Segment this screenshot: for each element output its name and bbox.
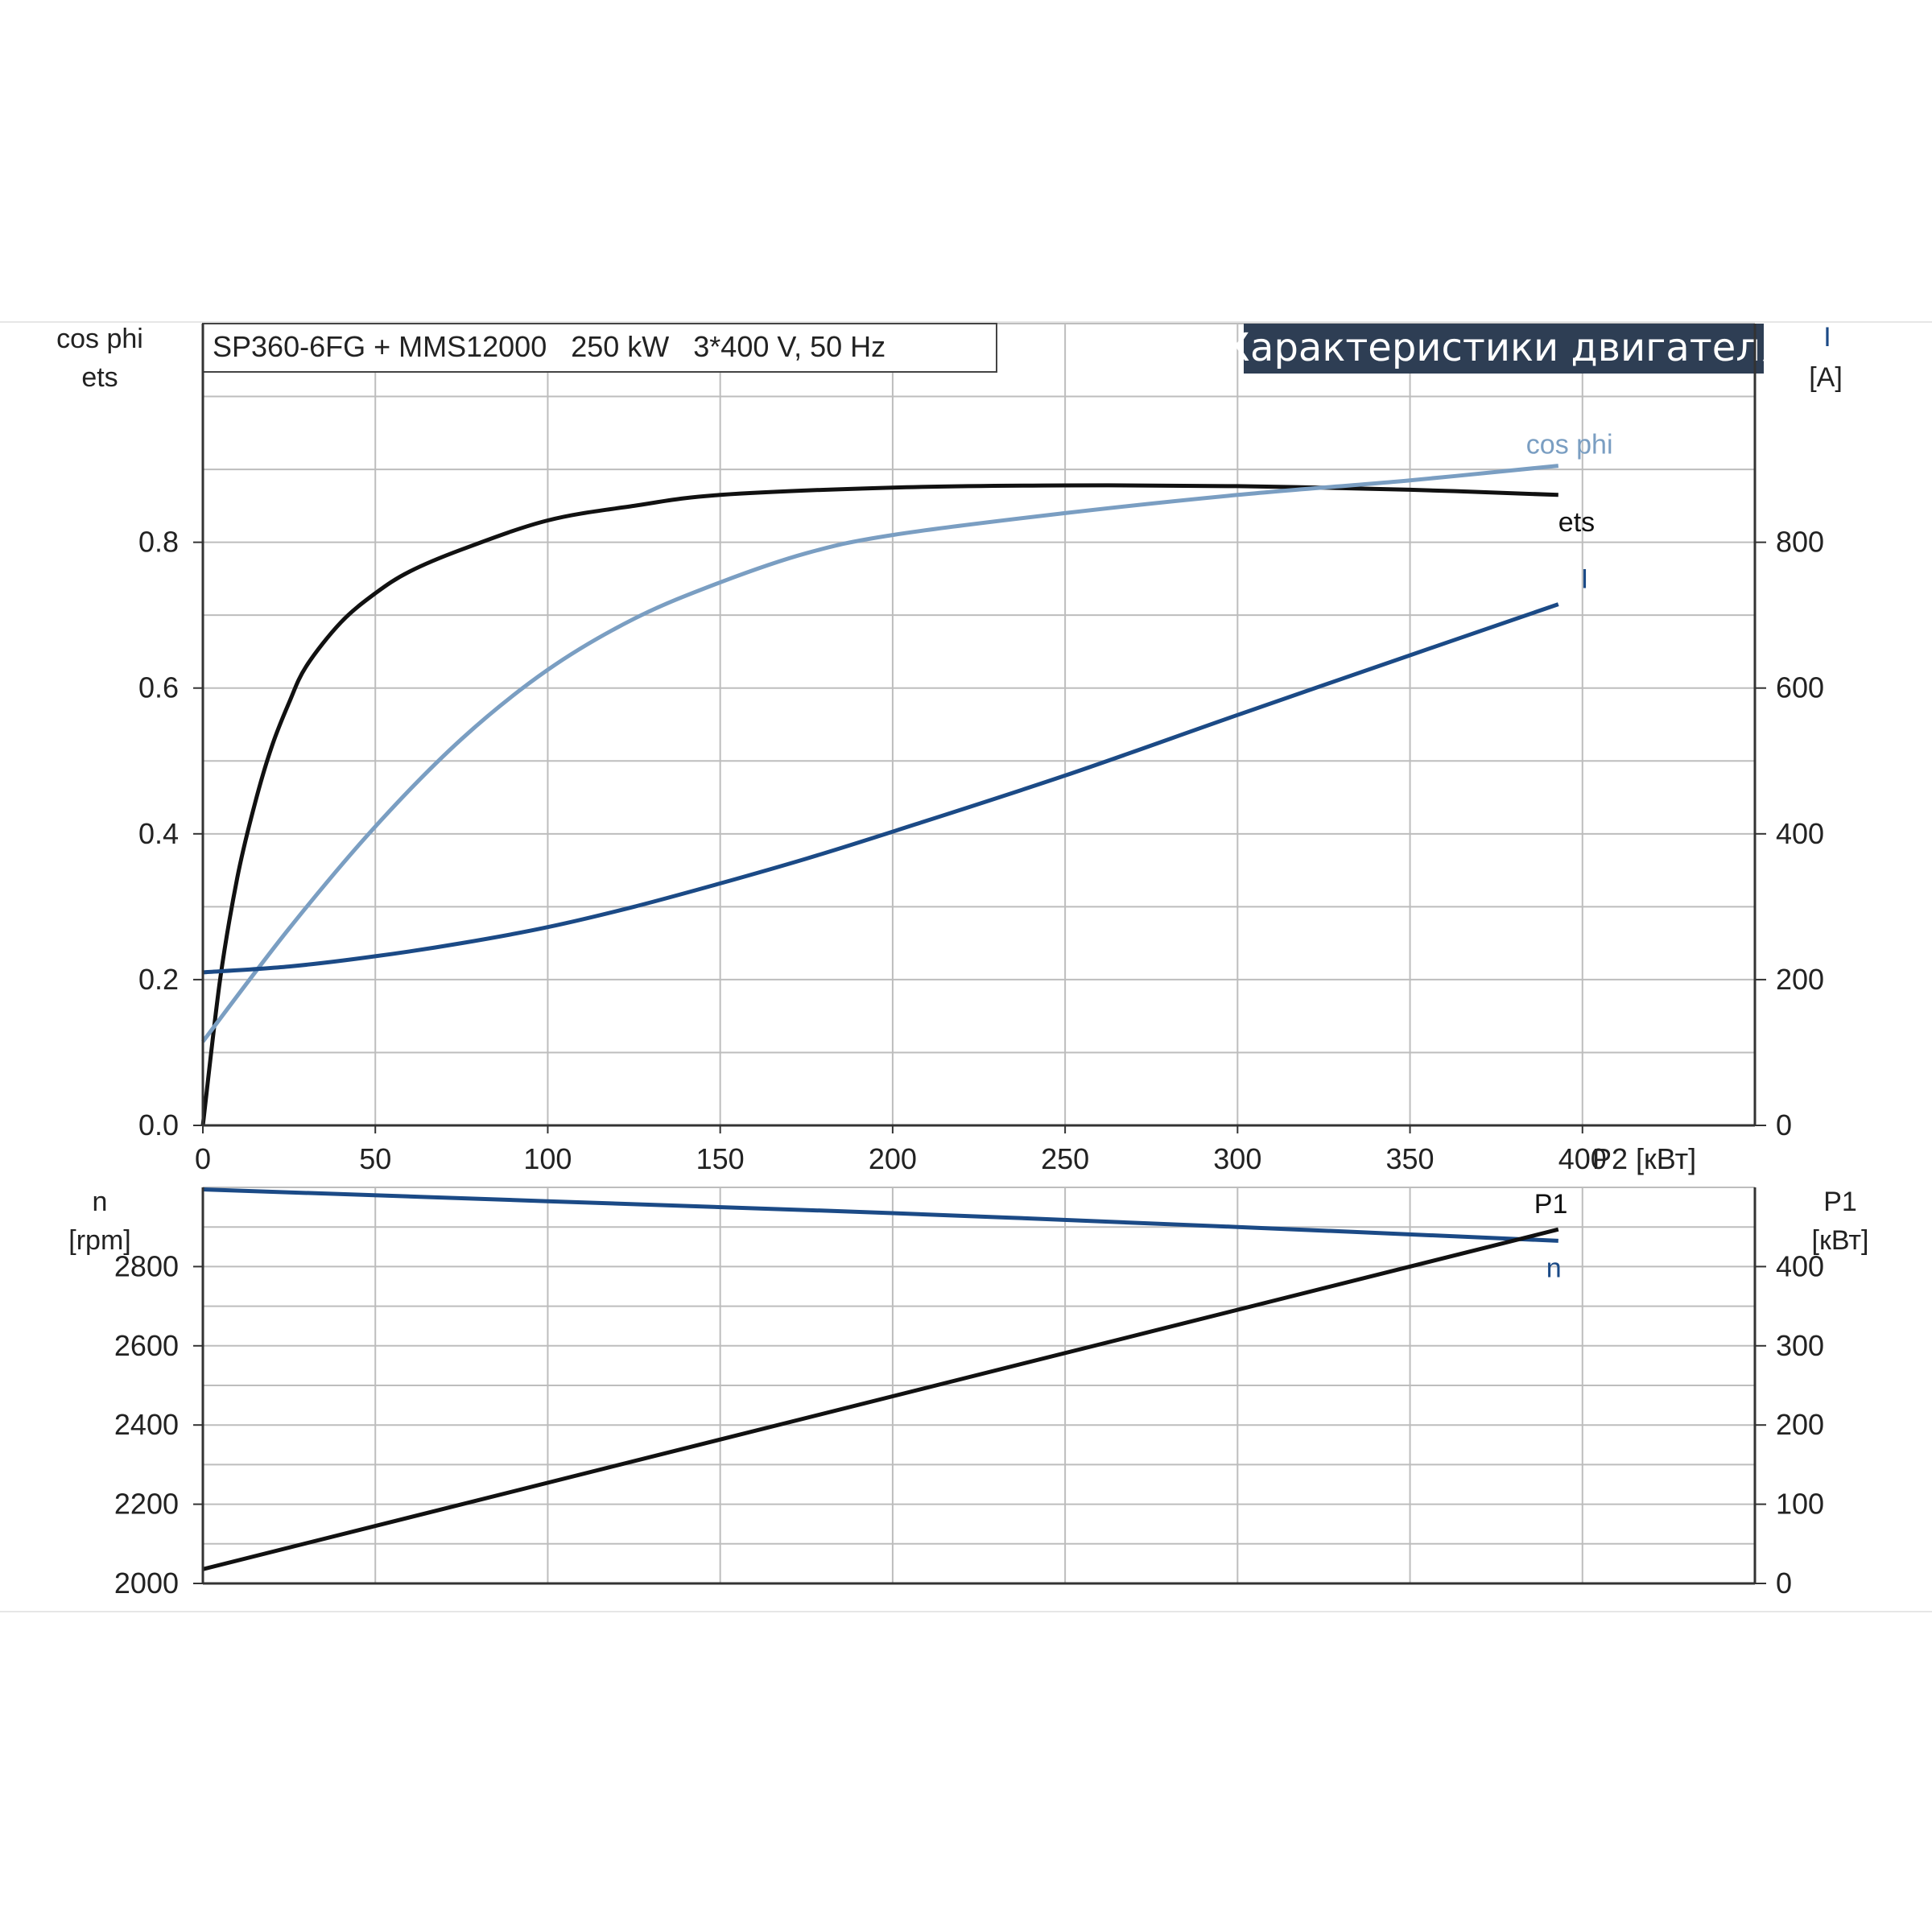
lower-right-tick-label: 400 — [1776, 1249, 1824, 1282]
axes — [193, 324, 1766, 1585]
upper-grid — [202, 323, 1756, 1126]
series-label-cos-phi: cos phi — [1526, 430, 1613, 460]
upper-left-axis-title-2: ets — [81, 362, 118, 393]
series-line-n — [202, 1187, 1558, 1243]
upper-left-axis-title-1: cos phi — [56, 324, 143, 354]
series-label-n: n — [1546, 1253, 1562, 1283]
x-tick-label: 200 — [869, 1142, 917, 1175]
upper-right-tick-label: 600 — [1776, 671, 1824, 704]
lower-right-axis-title-2: [кВт] — [1812, 1225, 1869, 1256]
lower-tick-labels: 2000 2200 2400 2600 2800 0 100 200 300 400 — [114, 1249, 1824, 1600]
series-labels: ets cos phi In P1 — [1526, 430, 1613, 1284]
x-tick-label: 300 — [1213, 1142, 1261, 1175]
upper-right-axis-title-2: [A] — [1809, 362, 1843, 393]
series-line-ets — [200, 483, 1558, 1126]
upper-left-tick-label: 0.6 — [138, 671, 179, 704]
lower-left-tick-label: 2200 — [114, 1488, 179, 1521]
lower-right-tick-label: 0 — [1776, 1567, 1792, 1600]
series-line-p1 — [202, 1227, 1559, 1571]
series-label-i: I — [1581, 564, 1588, 595]
upper-right-tick-label: 0 — [1776, 1108, 1792, 1141]
x-tick-label: 0 — [195, 1142, 211, 1175]
lower-left-tick-label: 2000 — [114, 1567, 179, 1600]
lower-right-tick-label: 300 — [1776, 1329, 1824, 1362]
upper-left-tick-label: 0.4 — [138, 817, 179, 850]
lower-left-tick-label: 2600 — [114, 1329, 179, 1362]
upper-right-tick-label: 800 — [1776, 526, 1824, 559]
x-tick-label: 350 — [1386, 1142, 1435, 1175]
lower-left-tick-label: 2400 — [114, 1408, 179, 1441]
lower-left-axis-title-1: n — [93, 1187, 108, 1217]
x-tick-label: 400 — [1558, 1142, 1607, 1175]
series-line-i — [202, 602, 1559, 975]
upper-left-tick-label: 0.8 — [138, 526, 179, 559]
upper-series — [200, 464, 1559, 1126]
upper-right-tick-label: 400 — [1776, 817, 1824, 850]
chart-title: SP360-6FG + MMS12000 250 kW 3*400 V, 50 … — [213, 330, 886, 363]
lower-left-axis-title-2: [rpm] — [68, 1225, 130, 1256]
x-tick-label: 50 — [359, 1142, 391, 1175]
lower-series — [202, 1187, 1559, 1571]
lower-right-axis-title-1: P1 — [1823, 1187, 1857, 1217]
lower-left-tick-label: 2800 — [114, 1249, 179, 1282]
x-tick-label: 250 — [1041, 1142, 1089, 1175]
lower-grid — [202, 1187, 1756, 1584]
banner-box — [1244, 324, 1764, 374]
series-label-ets: ets — [1558, 507, 1595, 538]
series-line-cos-phi — [201, 464, 1559, 1043]
banner-text: Характеристики двигателя — [1224, 325, 1784, 370]
upper-tick-labels: 0 50 100 150 200 250 300 350 400 0.0 0.2 0.4 0.6 0.8 0… — [138, 526, 1824, 1175]
x-tick-label: 100 — [523, 1142, 572, 1175]
x-tick-label: 150 — [696, 1142, 745, 1175]
lower-right-tick-label: 100 — [1776, 1488, 1824, 1521]
upper-left-tick-label: 0.2 — [138, 963, 179, 996]
upper-left-tick-label: 0.0 — [138, 1108, 179, 1141]
lower-right-tick-label: 200 — [1776, 1408, 1824, 1441]
upper-right-tick-label: 200 — [1776, 963, 1824, 996]
series-label-p1: P1 — [1534, 1189, 1568, 1220]
title-box — [202, 323, 997, 373]
x-axis-title: P2 [кВт] — [1592, 1142, 1696, 1175]
upper-right-axis-title-1: I — [1823, 322, 1831, 353]
